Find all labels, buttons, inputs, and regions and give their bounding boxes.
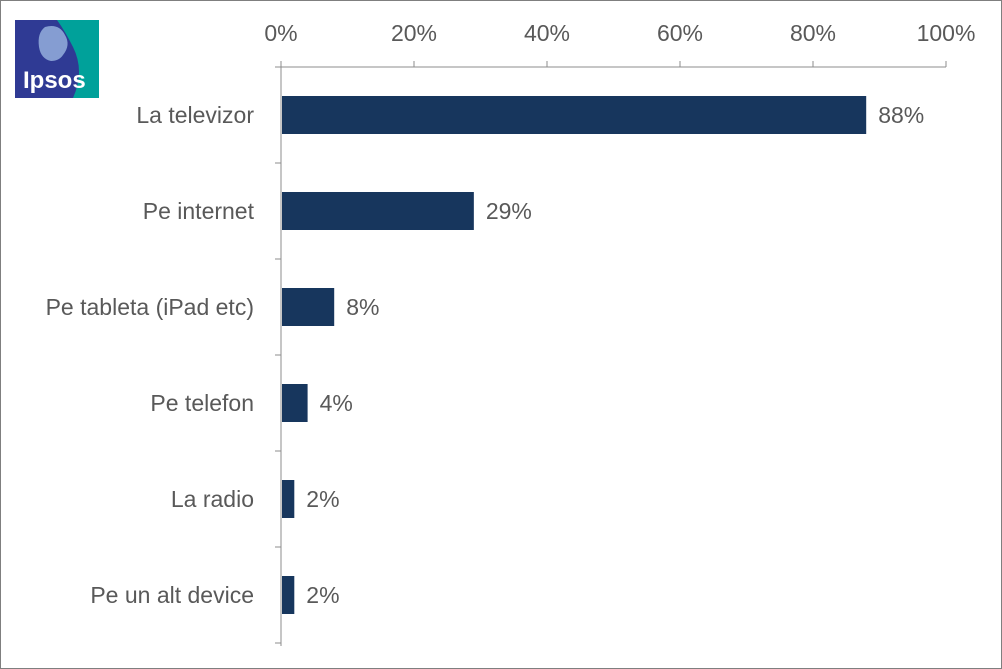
bar xyxy=(282,384,308,422)
category-label: Pe telefon xyxy=(150,390,254,416)
category-label: Pe tableta (iPad etc) xyxy=(46,294,254,320)
data-label: 8% xyxy=(346,294,379,320)
data-label: 29% xyxy=(486,198,532,224)
data-label: 88% xyxy=(878,102,924,128)
bar xyxy=(282,288,335,326)
data-label: 2% xyxy=(306,582,339,608)
x-tick-label: 0% xyxy=(264,20,297,46)
logo-text: Ipsos xyxy=(23,67,86,94)
category-label: La televizor xyxy=(136,102,254,128)
category-label: La radio xyxy=(171,486,254,512)
bar xyxy=(282,96,867,134)
x-tick-label: 60% xyxy=(657,20,703,46)
x-tick-label: 100% xyxy=(917,20,976,46)
axes xyxy=(275,66,946,646)
ipsos-logo: Ipsos xyxy=(15,20,99,98)
logo-head-icon xyxy=(38,26,68,61)
category-labels: La televizor Pe internet Pe tableta (iPad … xyxy=(46,102,255,608)
x-tick-label: 80% xyxy=(790,20,836,46)
x-axis-ticks: 0% 20% 40% 60% 80% 100% xyxy=(264,20,975,67)
data-label: 4% xyxy=(320,390,353,416)
x-tick-label: 20% xyxy=(391,20,437,46)
bar xyxy=(282,480,295,518)
category-label: Pe internet xyxy=(143,198,255,224)
logo-teal-shape xyxy=(57,20,99,98)
data-label: 2% xyxy=(306,486,339,512)
category-label: Pe un alt device xyxy=(90,582,254,608)
bar xyxy=(282,576,295,614)
x-tick-label: 40% xyxy=(524,20,570,46)
bars xyxy=(282,96,867,614)
data-labels: 88% 29% 8% 4% 2% 2% xyxy=(306,102,924,608)
bar xyxy=(282,192,474,230)
